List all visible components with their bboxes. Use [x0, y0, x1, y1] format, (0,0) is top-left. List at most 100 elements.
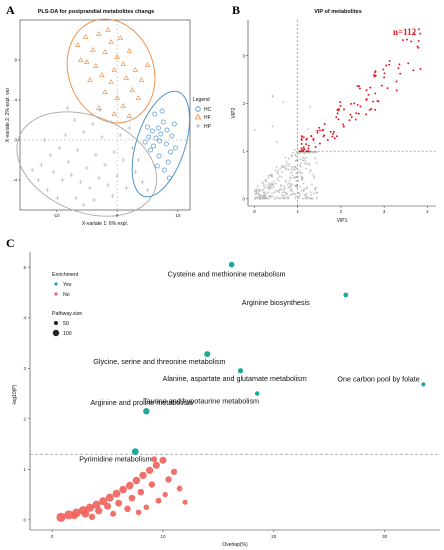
vip-point-other — [280, 164, 284, 167]
vip-point-significant — [310, 134, 313, 137]
vip-point-other — [294, 195, 298, 198]
pathway-point-not-enriched — [128, 494, 136, 502]
vip-point-other — [305, 156, 308, 159]
panel-b-ytick-label: 2 — [242, 101, 245, 106]
panel-b-title: VIP of metabolites — [314, 9, 362, 15]
point-hp — [75, 148, 80, 152]
point-hp — [55, 196, 60, 200]
vip-point-other — [285, 193, 289, 196]
pathway-point-enriched — [204, 351, 211, 358]
vip-point-other — [298, 185, 302, 188]
vip-point-other — [286, 183, 289, 186]
vip-point-other — [304, 193, 308, 197]
vip-point-other — [267, 174, 270, 177]
panel-b-xtick-label: 1 — [296, 209, 299, 214]
vip-point-other — [295, 176, 298, 179]
vip-point-other — [308, 163, 311, 167]
vip-point-other — [278, 191, 281, 194]
vip-point-other — [285, 160, 288, 163]
panel-b-xtick-label: 4 — [426, 209, 429, 214]
vip-point-significant — [350, 116, 353, 118]
vip-point-other — [284, 156, 287, 159]
vip-point-other — [289, 184, 292, 188]
vip-point-other — [265, 196, 268, 200]
panel-a: A PLS-DA for postprandial metabolites ch… — [5, 3, 212, 227]
point-hp — [42, 138, 47, 142]
panel-a-title: PLS-DA for postprandial metabolites chan… — [38, 9, 155, 15]
vip-point-other — [266, 197, 269, 200]
vip-point-other — [270, 183, 273, 186]
vip-point-other — [288, 163, 291, 166]
vip-point-significant — [343, 108, 345, 111]
vip-point-other — [260, 195, 263, 198]
point-hc — [152, 111, 158, 117]
vip-point-other — [276, 177, 280, 180]
vip-point-significant — [358, 87, 361, 90]
pathway-point-not-enriched — [95, 507, 103, 515]
enrichment-yes-marker — [54, 282, 58, 286]
vip-point-other — [262, 184, 265, 187]
vip-point-other — [308, 105, 312, 109]
point-hf — [123, 75, 129, 80]
vip-point-other — [265, 195, 268, 199]
pathway-label: Cysteine and methionine metabolism — [168, 270, 286, 279]
panel-a-ticks: -10 0 10 -4 0 4 8 — [13, 58, 181, 219]
panel-c-pathway-labels: Cysteine and methionine metabolism Argini… — [79, 270, 419, 464]
point-hf — [74, 42, 81, 47]
vip-point-other — [273, 179, 276, 183]
vip-point-significant — [349, 113, 352, 116]
vip-point-significant — [307, 147, 310, 150]
vip-point-significant — [388, 63, 391, 66]
vip-point-other — [284, 168, 288, 171]
point-hf — [120, 61, 126, 66]
vip-point-other — [294, 176, 297, 179]
vip-point-other — [293, 184, 297, 187]
legend-hp-marker — [196, 124, 200, 128]
vip-point-other — [274, 189, 277, 192]
vip-point-significant — [397, 67, 400, 69]
vip-point-other — [282, 165, 285, 169]
vip-point-significant — [383, 76, 386, 79]
vip-point-significant — [398, 63, 401, 66]
vip-point-other — [269, 194, 272, 197]
vip-point-significant — [356, 85, 359, 88]
point-hf — [114, 54, 120, 59]
vip-point-other — [281, 191, 284, 194]
vip-point-other — [270, 187, 273, 190]
vip-point-significant — [312, 139, 315, 141]
pathway-point-not-enriched — [151, 456, 158, 463]
vip-point-significant — [417, 39, 420, 42]
pathway-label: Taurine and hypotaurine metabolism — [143, 397, 259, 406]
point-hp — [39, 163, 44, 167]
point-hp — [73, 196, 78, 200]
vip-point-other — [253, 190, 256, 193]
vip-point-other — [285, 192, 288, 195]
vip-point-other — [264, 178, 268, 181]
vip-point-other — [270, 195, 273, 198]
vip-point-other — [255, 187, 258, 191]
vip-point-other — [256, 185, 259, 188]
panel-b-xtick-label: 3 — [383, 209, 386, 214]
point-hc — [156, 125, 161, 131]
vip-point-other — [294, 159, 297, 163]
vip-point-significant — [323, 123, 326, 126]
vip-point-other — [289, 185, 292, 188]
point-hc — [164, 127, 170, 133]
vip-point-significant — [357, 112, 360, 115]
vip-point-other — [271, 125, 274, 128]
vip-point-other — [306, 197, 309, 200]
vip-point-significant — [300, 142, 303, 145]
vip-point-significant — [388, 60, 391, 62]
vip-point-other — [302, 182, 305, 185]
vip-point-other — [292, 176, 296, 179]
vip-point-other — [267, 197, 271, 200]
panel-a-ytick-label: 4 — [14, 98, 17, 103]
panel-b-letter: B — [232, 3, 240, 17]
vip-point-significant — [376, 100, 379, 102]
vip-point-significant — [417, 46, 420, 49]
vip-point-significant — [373, 73, 376, 76]
panel-b-ytick-label: 0 — [242, 196, 245, 201]
point-hc — [151, 143, 156, 149]
size-100-marker — [52, 329, 60, 337]
